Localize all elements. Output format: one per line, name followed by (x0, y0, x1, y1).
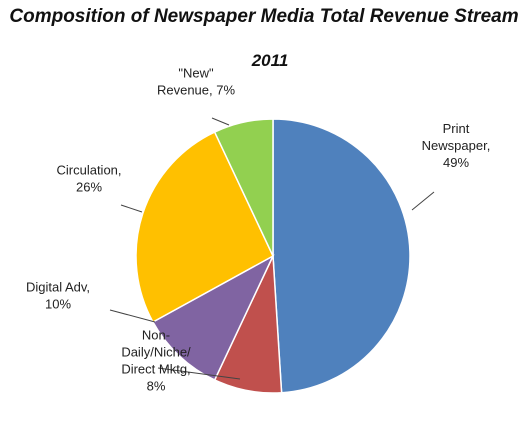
leader-line-3 (120, 204, 143, 213)
slice-label-4: "New" Revenue, 7% (157, 66, 235, 98)
pie-slice-0 (272, 118, 411, 394)
slice-label-0: Print Newspaper, 49% (422, 121, 491, 170)
pie-slice-4 (213, 118, 274, 257)
leader-line-0 (411, 191, 435, 211)
slice-label-1: Non-Daily/Niche/Direct Mktg, 8% (121, 328, 191, 394)
chart-title: Composition of Newspaper Media Total Rev… (9, 6, 519, 27)
chart-subtitle: 2011 (251, 51, 289, 70)
slice-label-3: Circulation, 26% (56, 163, 121, 195)
slice-label-2: Digital Adv, 10% (26, 280, 90, 312)
leader-line-2 (109, 309, 156, 323)
pie-slice-2 (151, 254, 275, 381)
pie-slice-3 (135, 131, 274, 324)
leader-line-4 (211, 117, 230, 126)
leader-line-1 (157, 367, 241, 380)
